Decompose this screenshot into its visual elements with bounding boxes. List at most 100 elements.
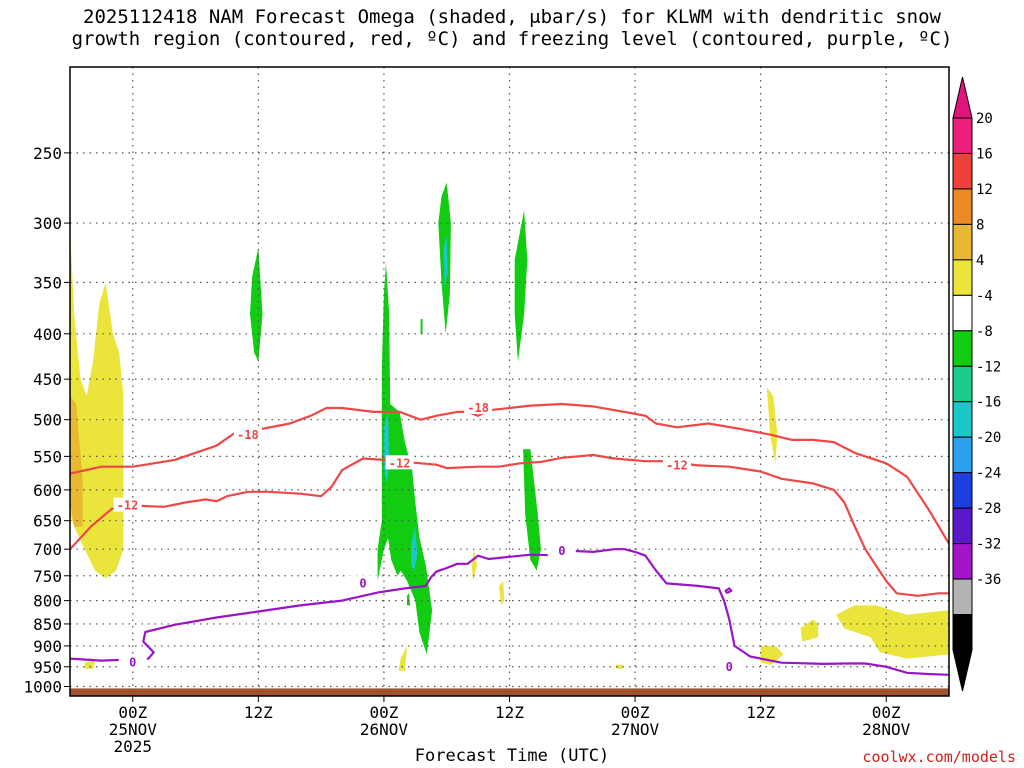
contour-label-bg (233, 426, 262, 441)
y-tick-label-700: 700 (33, 540, 62, 559)
contour-label-bg (385, 455, 414, 470)
x-tick-label-0-2: 2025 (114, 737, 153, 756)
x-tick-label-6-0: 00Z (872, 703, 901, 722)
x-tick-label-1-0: 12Z (244, 703, 273, 722)
colorbar-label-6: -8 (976, 324, 993, 340)
y-tick-label-850: 850 (33, 615, 62, 634)
omega-region-6 (514, 210, 528, 362)
x-tick-label-4-0: 00Z (621, 703, 650, 722)
y-tick-label-800: 800 (33, 592, 62, 611)
colorbar-segment-2 (952, 188, 973, 225)
grid-lines (70, 67, 949, 696)
contour-label-bg (715, 658, 744, 673)
credit-link[interactable]: coolwx.com/models (862, 748, 1016, 766)
contour-label--18: -18 (237, 428, 259, 442)
colorbar-label-9: -20 (976, 430, 1001, 446)
colorbar-label-7: -12 (976, 359, 1001, 375)
x-tick-label-4-1: 27NOV (611, 720, 660, 739)
omega-region-17 (766, 387, 778, 464)
x-tick-label-2-1: 26NOV (360, 720, 409, 739)
omega-region-10 (420, 319, 423, 334)
colorbar-segment-6 (952, 330, 973, 367)
colorbar-segment-8 (952, 401, 973, 438)
colorbar-segment-11 (952, 507, 973, 545)
y-tick-label-650: 650 (33, 512, 62, 531)
y-tick-label-1000: 1000 (23, 677, 62, 696)
contour-label--18: -18 (467, 401, 489, 415)
y-tick-label-250: 250 (33, 144, 62, 163)
colorbar-top-triangle (952, 76, 973, 119)
omega-region-2 (70, 395, 83, 527)
contour-label-bg (464, 399, 493, 414)
y-tick-label-450: 450 (33, 370, 62, 389)
contour-label--12: -12 (117, 499, 139, 513)
colorbar-segment-10 (952, 472, 973, 509)
colorbar-segment-12 (952, 543, 973, 580)
colorbar-label-10: -24 (976, 466, 1001, 482)
x-tick-label-2-0: 00Z (369, 703, 398, 722)
contour-label-bg (113, 497, 142, 512)
omega-region-12 (523, 449, 541, 571)
omega-colorbar: 20 16 12 8 4 -4 -8 -12 -16 -20 -24 -28 -32 -36 (952, 76, 1001, 692)
x-axis-title: Forecast Time (UTC) (414, 746, 610, 766)
chart-title-line-2: growth region (contoured, red, ºC) and f… (71, 28, 953, 50)
omega-region-0 (70, 229, 124, 579)
x-tick-label-5-0: 12Z (746, 703, 775, 722)
omega-region-3 (250, 247, 263, 362)
y-tick-label-400: 400 (33, 325, 62, 344)
colorbar-label-8: -16 (976, 395, 1001, 411)
contour--12-1 (70, 453, 949, 597)
contour-0-2 (70, 548, 949, 676)
omega-region-19 (800, 619, 819, 642)
omega-region-15 (398, 645, 407, 671)
contour-label--12: -12 (666, 458, 688, 472)
colorbar-label-5: -4 (976, 288, 993, 304)
y-tick-label-350: 350 (33, 273, 62, 292)
colorbar-segment-4 (952, 259, 973, 296)
y-tick-label-750: 750 (33, 567, 62, 586)
omega-region-11 (407, 593, 411, 606)
contour-label-0: 0 (558, 544, 565, 558)
contour-label-layer: -18 -18 -12 -12 -12 0 0 0 0 (113, 399, 744, 674)
y-tick-label-500: 500 (33, 411, 62, 430)
colorbar-segment-1 (952, 152, 973, 190)
chart-title: 2025112418 NAM Forecast Omega (shaded, μ… (0, 6, 1024, 50)
plot-frame (69, 66, 950, 697)
contour-label-bg (662, 457, 691, 472)
contour-label-bg (547, 542, 576, 557)
colorbar-segment-7 (952, 365, 973, 403)
y-tick-label-950: 950 (33, 658, 62, 677)
x-tick-label-0-1: 25NOV (109, 720, 158, 739)
x-tick-label-0-0: 00Z (118, 703, 147, 722)
contour-0-3 (724, 587, 733, 594)
contour-label--12: -12 (389, 456, 411, 470)
colorbar-segment-5 (952, 294, 973, 332)
omega-region-14 (499, 580, 505, 606)
y-axis-ticks: 250 300 350 400 450 500 550 600 650 700 750 800 850 9… (23, 144, 70, 696)
y-tick-label-900: 900 (33, 637, 62, 656)
x-tick-label-6-1: 28NOV (862, 720, 911, 739)
colorbar-label-0: 20 (976, 111, 993, 127)
colorbar-label-11: -28 (976, 501, 1001, 517)
y-tick-label-300: 300 (33, 214, 62, 233)
omega-region-5 (443, 235, 448, 288)
colorbar-label-12: -32 (976, 537, 1001, 553)
colorbar-segment-0 (952, 117, 973, 154)
colorbar-segment-13 (952, 578, 973, 616)
colorbar-segment-3 (952, 223, 973, 261)
colorbar-segment-14 (952, 614, 973, 651)
x-tick-label-3-0: 12Z (495, 703, 524, 722)
colorbar-label-4: 4 (976, 253, 984, 269)
omega-region-20 (836, 605, 949, 659)
colorbar-label-2: 12 (976, 182, 993, 198)
colorbar-label-3: 8 (976, 217, 984, 233)
contour--18-0 (70, 402, 949, 545)
colorbar-label-1: 16 (976, 146, 993, 162)
omega-region-1 (84, 660, 96, 669)
contour-label-0: 0 (129, 656, 136, 670)
omega-region-9 (411, 526, 418, 571)
colorbar-label-13: -36 (976, 572, 1001, 588)
y-tick-label-600: 600 (33, 481, 62, 500)
contour-label-bg (349, 575, 377, 590)
